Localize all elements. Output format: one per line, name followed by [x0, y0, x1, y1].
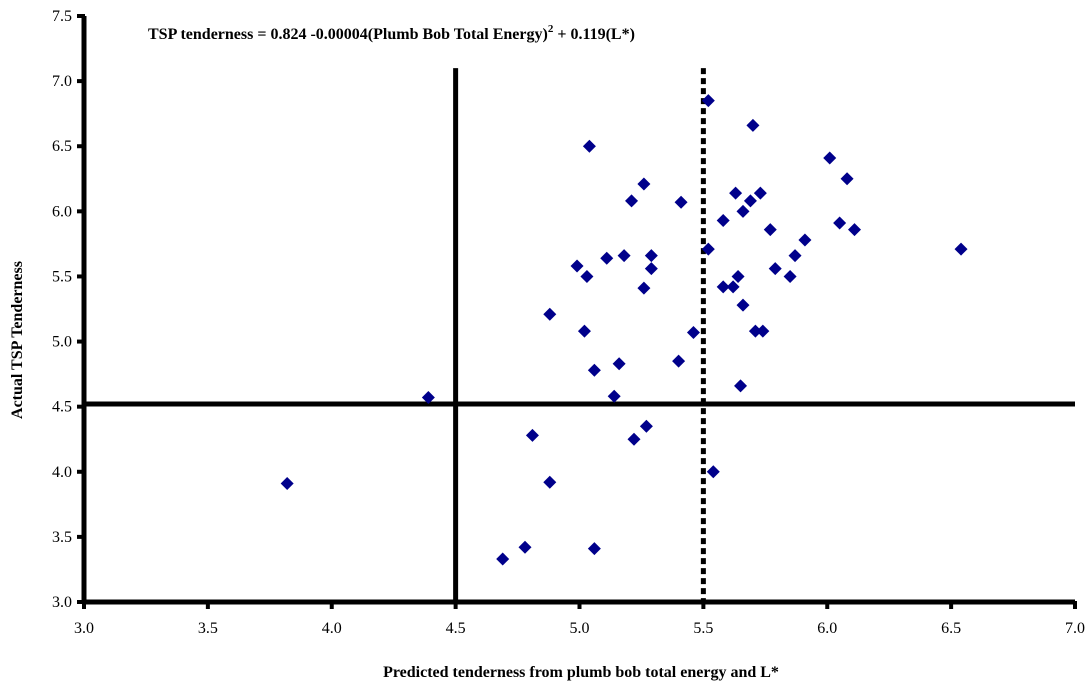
x-tick-label: 5.0 [570, 620, 590, 637]
data-point [612, 357, 626, 371]
y-tick-label: 4.0 [52, 464, 72, 481]
data-points [280, 94, 968, 566]
data-point [582, 139, 596, 153]
data-point [753, 186, 767, 200]
data-point [600, 251, 614, 265]
data-point [644, 249, 658, 263]
data-point [637, 177, 651, 191]
data-point [637, 281, 651, 295]
axes [77, 14, 1077, 609]
data-point [788, 249, 802, 263]
y-tick-label: 5.0 [52, 334, 72, 351]
data-point [525, 428, 539, 442]
y-tick-label: 6.5 [52, 138, 72, 155]
data-point [736, 298, 750, 312]
data-point [607, 389, 621, 403]
data-point [743, 194, 757, 208]
y-tick-label: 7.0 [52, 73, 72, 90]
data-point [280, 476, 294, 490]
y-tick-label: 3.5 [52, 529, 72, 546]
data-point [672, 354, 686, 368]
data-point [798, 233, 812, 247]
data-point [763, 223, 777, 237]
y-tick-label: 4.5 [52, 399, 72, 416]
y-axis-title: Actual TSP Tenderness [9, 261, 26, 419]
data-point [833, 216, 847, 230]
data-point [543, 475, 557, 489]
x-tick-labels: 3.0 3.5 4.0 4.5 5.0 5.5 6.0 6.5 7.0 [74, 620, 1085, 637]
data-point [701, 242, 715, 256]
x-tick-label: 6.0 [817, 620, 837, 637]
data-point [729, 186, 743, 200]
data-point [570, 259, 584, 273]
data-point [731, 269, 745, 283]
data-point [768, 262, 782, 276]
data-point [617, 249, 631, 263]
data-point [823, 151, 837, 165]
data-point [686, 325, 700, 339]
chart-title-tail: + 0.119(L*) [553, 26, 635, 43]
data-point [954, 242, 968, 256]
x-axis-title: Predicted tenderness from plumb bob tota… [383, 664, 779, 681]
data-point [587, 363, 601, 377]
data-point [518, 540, 532, 554]
data-point [580, 269, 594, 283]
x-tick-label: 7.0 [1065, 620, 1085, 637]
data-point [783, 269, 797, 283]
data-point [701, 94, 715, 108]
data-point [748, 324, 762, 338]
data-point [706, 465, 720, 479]
data-point [627, 432, 641, 446]
y-tick-label: 5.5 [52, 268, 72, 285]
data-point [756, 324, 770, 338]
y-tick-label: 3.0 [52, 594, 72, 611]
reference-lines [84, 68, 1075, 602]
chart-title: TSP tenderness = 0.824 -0.00004(Plumb Bo… [148, 23, 635, 43]
y-tick-label: 7.5 [52, 8, 72, 25]
data-point [746, 118, 760, 132]
x-tick-label: 6.5 [941, 620, 961, 637]
data-point [734, 379, 748, 393]
chart-title-main: TSP tenderness = 0.824 -0.00004(Plumb Bo… [148, 26, 548, 43]
data-point [726, 280, 740, 294]
x-tick-label: 3.0 [74, 620, 94, 637]
data-point [674, 195, 688, 209]
x-tick-label: 5.5 [693, 620, 713, 637]
data-point [848, 223, 862, 237]
data-point [639, 419, 653, 433]
data-point [716, 213, 730, 227]
x-tick-label: 4.5 [446, 620, 466, 637]
data-point [736, 204, 750, 218]
data-point [716, 280, 730, 294]
data-point [587, 542, 601, 556]
y-tick-labels: 3.0 3.5 4.0 4.5 5.0 5.5 6.0 6.5 7.0 7.5 [52, 8, 72, 611]
y-tick-label: 6.0 [52, 203, 72, 220]
data-point [496, 552, 510, 566]
data-point [577, 324, 591, 338]
x-tick-label: 3.5 [198, 620, 218, 637]
chart-title-superscript: 2 [548, 23, 554, 35]
data-point [421, 391, 435, 405]
data-point [840, 172, 854, 186]
x-tick-label: 4.0 [322, 620, 342, 637]
data-point [625, 194, 639, 208]
data-point [543, 307, 557, 321]
data-point [644, 262, 658, 276]
